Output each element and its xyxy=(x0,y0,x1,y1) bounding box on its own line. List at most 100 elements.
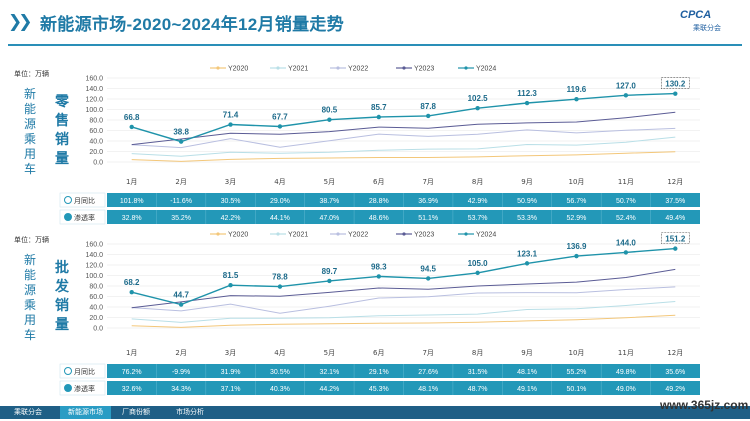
side-label-char: 用 xyxy=(24,147,36,161)
y-tick-label: 20.0 xyxy=(89,149,103,156)
legend-marker xyxy=(336,232,340,236)
table-cell: 32.1% xyxy=(319,369,339,376)
data-label: 81.5 xyxy=(223,271,239,280)
table-cell: 27.6% xyxy=(418,369,438,376)
data-label: 136.9 xyxy=(566,242,587,251)
x-tick-label: 7月 xyxy=(422,178,433,186)
data-point xyxy=(376,274,381,279)
watermark: www.365jz.com xyxy=(660,398,749,412)
legend-label: Y2022 xyxy=(348,232,368,239)
table-cell: 56.7% xyxy=(567,198,587,205)
x-tick-label: 3月 xyxy=(225,349,236,357)
legend-marker xyxy=(276,66,280,70)
data-point xyxy=(277,124,283,129)
footer-tab[interactable]: 新能源市场 xyxy=(60,406,111,419)
footer-tab[interactable]: 厂商份额 xyxy=(114,406,158,419)
table-cell: 47.0% xyxy=(319,215,339,222)
legend-label: Y2023 xyxy=(414,232,434,239)
series-line-y2024 xyxy=(131,247,676,306)
table-cell: 48.6% xyxy=(369,215,389,222)
cpca-logo: CPCA xyxy=(680,9,712,21)
side-label-char: 新 xyxy=(24,86,36,101)
table-cell: 53.7% xyxy=(468,215,488,222)
legend-marker xyxy=(216,232,220,236)
y-tick-label: 0.0 xyxy=(93,160,103,167)
table-cell: -11.6% xyxy=(170,198,192,205)
side-label-char: 源 xyxy=(24,117,36,131)
data-label: 71.4 xyxy=(223,111,239,120)
table-cell: 37.1% xyxy=(221,386,241,393)
y-tick-label: 160.0 xyxy=(85,76,103,83)
side-label-char: 乘 xyxy=(24,298,36,312)
data-label: 151.2 xyxy=(665,235,686,244)
table-cell: 49.8% xyxy=(616,369,636,376)
table-cell: 49.0% xyxy=(616,386,636,393)
data-label: 67.7 xyxy=(272,112,288,121)
data-point xyxy=(475,105,480,111)
row-label: 渗透率 xyxy=(74,384,95,393)
data-label: 130.2 xyxy=(665,80,686,89)
unit-label: 单位：万辆 xyxy=(14,235,49,244)
y-tick-label: 160.0 xyxy=(85,242,103,249)
footer-tab[interactable]: 乘联分会 xyxy=(6,406,50,419)
page-title: 新能源市场-2020~2024年12月销量走势 xyxy=(40,15,345,34)
legend-marker xyxy=(464,232,468,236)
table-cell: 37.5% xyxy=(665,198,685,205)
data-label: 66.8 xyxy=(124,113,140,122)
series-line-y2020 xyxy=(131,314,676,328)
y-tick-label: 140.0 xyxy=(85,86,103,93)
x-tick-label: 5月 xyxy=(324,178,335,186)
legend-marker xyxy=(336,66,340,70)
header-divider xyxy=(8,44,742,46)
highlight-box xyxy=(660,232,690,244)
table-cell: 50.7% xyxy=(616,198,636,205)
x-tick-label: 7月 xyxy=(422,349,433,357)
chart-title-char: 量 xyxy=(55,151,69,167)
table-cell: 49.2% xyxy=(665,386,685,393)
x-tick-label: 6月 xyxy=(373,178,384,186)
data-label: 112.3 xyxy=(517,89,537,98)
data-label: 119.6 xyxy=(567,85,587,94)
table-cell: 48.7% xyxy=(468,386,488,393)
data-point xyxy=(524,100,530,106)
legend-label: Y2021 xyxy=(288,232,308,239)
footer-tab[interactable]: 市场分析 xyxy=(168,406,212,419)
data-point xyxy=(623,93,629,98)
table-cell: 53.3% xyxy=(517,215,537,222)
line-chart-icon xyxy=(64,367,72,375)
table-cell: 48.1% xyxy=(517,369,537,376)
legend-label: Y2024 xyxy=(476,66,496,73)
y-tick-label: 80.0 xyxy=(89,284,103,291)
data-point xyxy=(178,139,184,144)
table-cell: 42.2% xyxy=(221,215,241,222)
chart-title-char: 批 xyxy=(55,259,69,276)
data-label: 85.7 xyxy=(371,103,387,112)
table-cell: 30.5% xyxy=(270,369,290,376)
data-point xyxy=(574,97,579,102)
data-label: 87.8 xyxy=(420,102,436,111)
legend-marker xyxy=(402,232,406,236)
data-label: 102.5 xyxy=(468,94,489,103)
y-tick-label: 40.0 xyxy=(89,305,103,312)
row-label: 月同比 xyxy=(74,367,95,376)
data-label: 78.8 xyxy=(272,273,288,282)
table-cell: 49.4% xyxy=(665,215,685,222)
cpca-logo-sub: 乘联分会 xyxy=(693,25,721,32)
data-label: 80.5 xyxy=(322,106,338,115)
table-cell: 31.5% xyxy=(468,369,488,376)
legend-marker xyxy=(402,66,406,70)
series-line-y2022 xyxy=(131,127,676,149)
series-line-y2024 xyxy=(131,92,676,143)
data-label: 68.2 xyxy=(124,278,140,287)
table-cell: 52.9% xyxy=(567,215,587,222)
x-tick-label: 9月 xyxy=(521,349,532,357)
series-line-y2021 xyxy=(131,301,676,323)
table-cell: 40.3% xyxy=(270,386,290,393)
table-cell: 49.1% xyxy=(517,386,537,393)
data-label: 127.0 xyxy=(616,81,637,90)
legend-marker xyxy=(276,232,280,236)
x-tick-label: 10月 xyxy=(568,349,584,357)
y-tick-label: 120.0 xyxy=(85,97,103,104)
chart-title-char: 销 xyxy=(55,297,69,314)
